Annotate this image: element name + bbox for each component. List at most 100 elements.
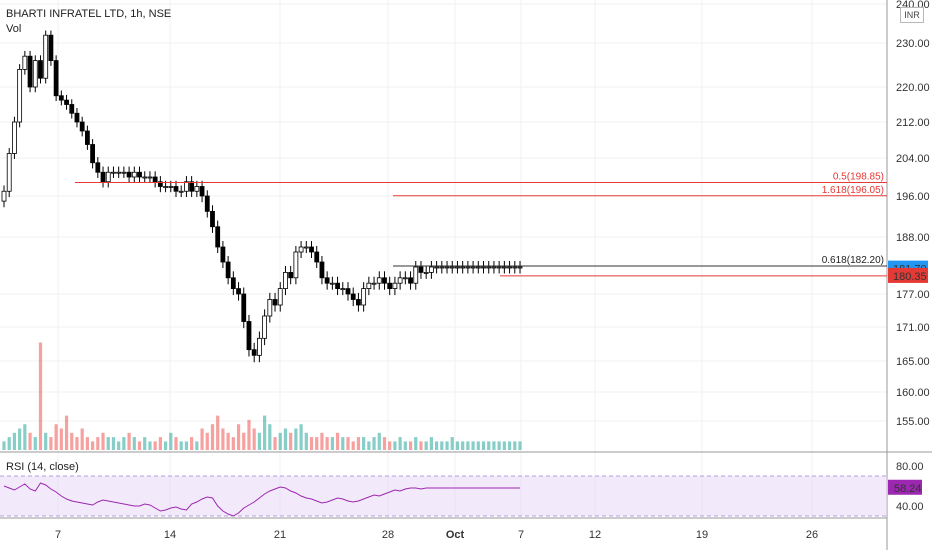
price-tick-label: 177.00 xyxy=(896,289,930,301)
volume-bar xyxy=(346,437,350,450)
candle-body xyxy=(298,246,304,253)
price-tick-label: 230.00 xyxy=(896,38,930,50)
volume-bar xyxy=(75,437,79,450)
volume-bar xyxy=(44,432,48,450)
rsi-tick-label: 80.00 xyxy=(896,461,924,473)
volume-bar xyxy=(497,441,501,450)
price-tick-label: 171.00 xyxy=(896,322,930,334)
volume-bar xyxy=(450,437,454,450)
candle-body xyxy=(121,171,127,174)
candle-body xyxy=(350,293,356,300)
volume-bar xyxy=(117,441,121,450)
volume-bar xyxy=(143,437,147,450)
price-tick-label: 155.00 xyxy=(896,416,930,428)
volume-bar xyxy=(513,441,517,450)
volume-bar xyxy=(252,428,256,450)
volume-bar xyxy=(132,437,136,450)
candle-body xyxy=(199,186,205,197)
rsi-value-text: 58.24 xyxy=(894,483,922,495)
candle-body xyxy=(79,121,85,132)
candle-body xyxy=(142,176,148,179)
candle-body xyxy=(512,266,518,269)
volume-bar xyxy=(226,432,230,450)
candle-body xyxy=(163,186,168,188)
candle-body xyxy=(1,190,7,202)
volume-bar xyxy=(174,437,178,450)
volume-bar xyxy=(393,441,397,450)
volume-bar xyxy=(210,424,215,450)
candle-body xyxy=(225,261,231,279)
candle-body xyxy=(371,282,377,285)
candle-body xyxy=(27,55,33,88)
volume-bar xyxy=(481,441,486,450)
time-tick-label: 12 xyxy=(589,529,601,541)
candle-body xyxy=(423,271,429,274)
volume-bar xyxy=(362,437,366,450)
rsi-value-badge xyxy=(888,479,922,495)
rsi-tick-label: 40.00 xyxy=(896,501,924,513)
volume-bar xyxy=(278,432,282,450)
candle-body xyxy=(277,288,283,306)
candle-body xyxy=(329,282,335,285)
volume-bars xyxy=(2,342,522,450)
candle-body xyxy=(38,60,43,79)
candle-body xyxy=(236,288,241,295)
candle-body xyxy=(157,181,163,187)
volume-bar xyxy=(403,441,407,450)
time-axis[interactable]: 7 14 21 28 Oct 7 12 19 26 xyxy=(55,529,818,541)
volume-bar xyxy=(320,432,324,450)
time-tick-label: 28 xyxy=(382,529,394,541)
volume-bar xyxy=(435,441,439,450)
symbol-title: BHARTI INFRATEL LTD, 1h, NSE xyxy=(6,8,172,20)
candle-body xyxy=(262,315,268,339)
volume-bar xyxy=(153,441,157,450)
volume-bar xyxy=(106,437,110,450)
candle-body xyxy=(251,349,257,356)
candle-body xyxy=(64,99,69,105)
volume-bar xyxy=(70,432,74,450)
currency-badge[interactable]: INR xyxy=(900,7,924,23)
volume-bar xyxy=(158,437,162,450)
volume-bar xyxy=(80,428,84,450)
volume-bar xyxy=(289,432,293,450)
volume-bar xyxy=(507,441,512,450)
volume-bar xyxy=(419,441,423,450)
volume-bar xyxy=(372,437,376,450)
volume-bar xyxy=(64,415,69,450)
candle-body xyxy=(402,277,408,280)
volume-bar xyxy=(101,432,105,450)
candle-body xyxy=(256,337,262,356)
candle-body xyxy=(6,153,12,192)
volume-bar xyxy=(221,428,225,450)
candle-body xyxy=(413,266,419,284)
candle-body xyxy=(17,69,23,123)
candle-body xyxy=(220,246,226,263)
candle-body xyxy=(418,266,424,273)
candle-body xyxy=(22,55,28,70)
candle-body xyxy=(335,282,340,290)
volume-bar xyxy=(28,432,32,450)
candle-body xyxy=(184,181,189,192)
candle-body xyxy=(74,112,80,123)
candle-body xyxy=(475,266,481,269)
price-tick-label: 240.00 xyxy=(896,0,930,11)
candle-body xyxy=(324,277,330,284)
volume-bar xyxy=(18,428,22,450)
rsi-band xyxy=(0,476,887,516)
volume-bar xyxy=(518,441,522,450)
candle-body xyxy=(465,266,471,269)
fib-levels[interactable]: 0.5(198.85) 1.618(196.05) 0.618(182.20) xyxy=(75,171,887,277)
volume-bar xyxy=(127,432,131,450)
candle-body xyxy=(470,266,476,269)
support-price-badge-text: 180.35 xyxy=(893,271,927,283)
candle-body xyxy=(204,195,210,212)
rsi-line xyxy=(3,482,520,517)
candle-body xyxy=(246,321,252,351)
price-axis[interactable]: 240.00 230.00 220.00 212.00 204.00 196.00 188.… xyxy=(888,0,930,428)
price-tick-label: 196.00 xyxy=(896,191,930,203)
rsi-label: RSI (14, close) xyxy=(6,461,79,473)
candle-body xyxy=(439,266,445,269)
candle-body xyxy=(210,210,215,228)
volume-bar xyxy=(7,437,11,450)
